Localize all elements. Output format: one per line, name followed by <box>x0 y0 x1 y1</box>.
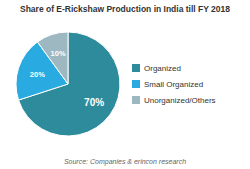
data-label: 70% <box>84 97 104 108</box>
legend-swatch <box>132 96 140 104</box>
legend-item: Organized <box>132 64 181 73</box>
data-labels: 70% 20% 10% <box>30 49 104 108</box>
legend-label: Small Organized <box>144 80 203 89</box>
legend-label: Organized <box>144 64 181 73</box>
data-label: 20% <box>30 70 45 79</box>
data-label: 10% <box>51 49 66 58</box>
pie <box>16 32 120 136</box>
chart: Share of E-Rickshaw Production in India … <box>0 0 250 169</box>
legend-label: Unorganized/Others <box>144 96 216 105</box>
legend-item: Small Organized <box>132 80 203 89</box>
title: Share of E-Rickshaw Production in India … <box>20 4 230 14</box>
legend-item: Unorganized/Others <box>132 96 216 105</box>
legend-swatch <box>132 64 140 72</box>
source-note: Source: Companies & erincon research <box>64 158 186 166</box>
legend-swatch <box>132 80 140 88</box>
legend: Organized Small Organized Unorganized/Othe… <box>132 64 216 105</box>
